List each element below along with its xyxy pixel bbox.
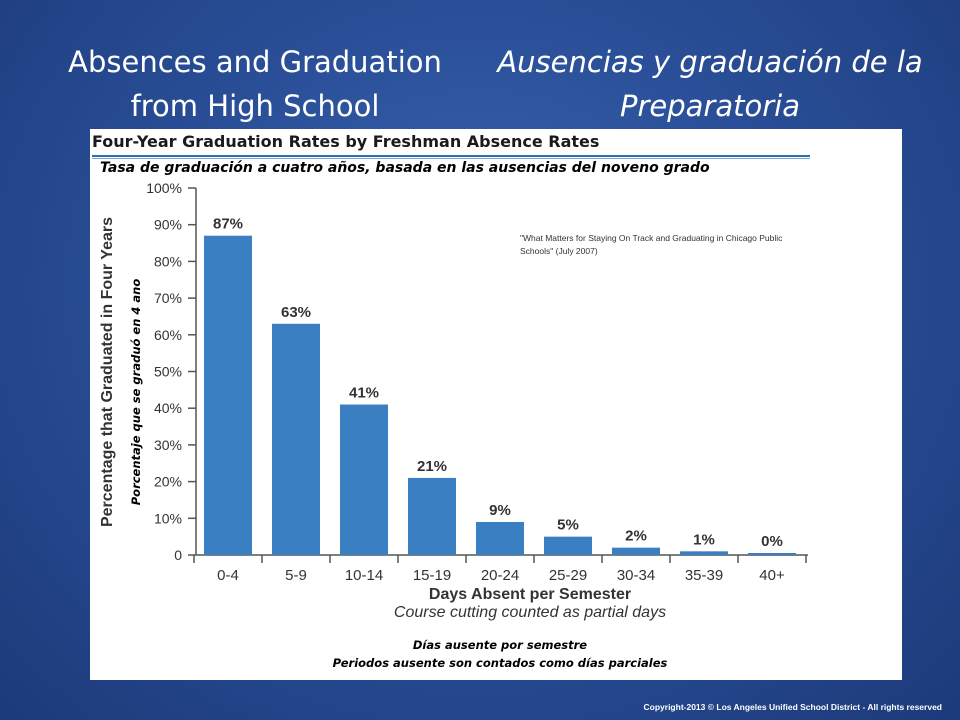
source-citation: "What Matters for Staying On Track and G… [520, 233, 783, 256]
bar-data-label: 2% [625, 528, 647, 545]
slide-title-english: Absences and Graduation from High School [68, 45, 442, 123]
x-axis-note: Course cutting counted as partial days [393, 604, 667, 621]
chart-labels: 87% 0-4 63% 5-9 41% 10-14 21% 15-19 9% 20-24 5% 25-… [213, 216, 785, 584]
bar-data-label: 87% [213, 216, 243, 233]
bar [476, 521, 524, 555]
x-tick-label: 0-4 [217, 567, 239, 584]
y-tick-label: 20% [154, 474, 182, 490]
bar [612, 547, 660, 555]
bar [204, 235, 252, 555]
y-tick-label: 50% [154, 364, 182, 380]
bar-data-label: 9% [489, 502, 511, 519]
bar [408, 477, 456, 555]
bar-data-label: 63% [281, 304, 311, 321]
bar-data-label: 41% [349, 385, 379, 402]
y-tick-label: 90% [154, 217, 182, 233]
x-axis-note-spanish: Periodos ausente son contados como días … [332, 656, 668, 670]
bar [680, 551, 728, 555]
bar-data-label: 0% [761, 533, 783, 550]
x-tick-label: 35-39 [685, 567, 723, 584]
x-tick-label: 40+ [759, 567, 785, 584]
x-tick-label: 25-29 [549, 567, 587, 584]
y-tick-label: 60% [154, 327, 182, 343]
slide-title-spanish: Ausencias y graduación de la Preparatori… [497, 45, 923, 123]
y-tick-label: 100% [146, 180, 182, 196]
bar [748, 553, 796, 555]
y-tick-label: 10% [154, 510, 182, 526]
y-tick-label: 80% [154, 253, 182, 269]
y-tick-label: 40% [154, 400, 182, 416]
bar-data-label: 1% [693, 531, 715, 548]
chart-subtitle-spanish: Tasa de graduación a cuatro años, basada… [100, 160, 800, 176]
copyright-notice: Copyright-2013 © Los Angeles Unified Sch… [643, 702, 942, 712]
bar [340, 404, 388, 555]
x-tick-label: 30-34 [617, 567, 655, 584]
x-tick-label: 15-19 [413, 567, 451, 584]
x-axis-label-spanish: Días ausente por semestre [412, 638, 588, 652]
title-rule-thin [92, 158, 810, 159]
chart-title: Four-Year Graduation Rates by Freshman A… [92, 132, 600, 151]
x-axis-label: Days Absent per Semester [428, 586, 632, 603]
y-tick-label: 70% [154, 290, 182, 306]
bar-data-label: 21% [417, 458, 447, 475]
bar [272, 323, 320, 555]
y-tick-label: 0 [174, 547, 182, 563]
x-tick-label: 5-9 [285, 567, 307, 584]
y-tick-label: 30% [154, 437, 182, 453]
title-rule [92, 155, 810, 157]
bar [544, 536, 592, 555]
x-tick-label: 20-24 [481, 567, 519, 584]
x-tick-label: 10-14 [345, 567, 383, 584]
bar-data-label: 5% [557, 517, 579, 534]
chart-bars [204, 235, 796, 555]
